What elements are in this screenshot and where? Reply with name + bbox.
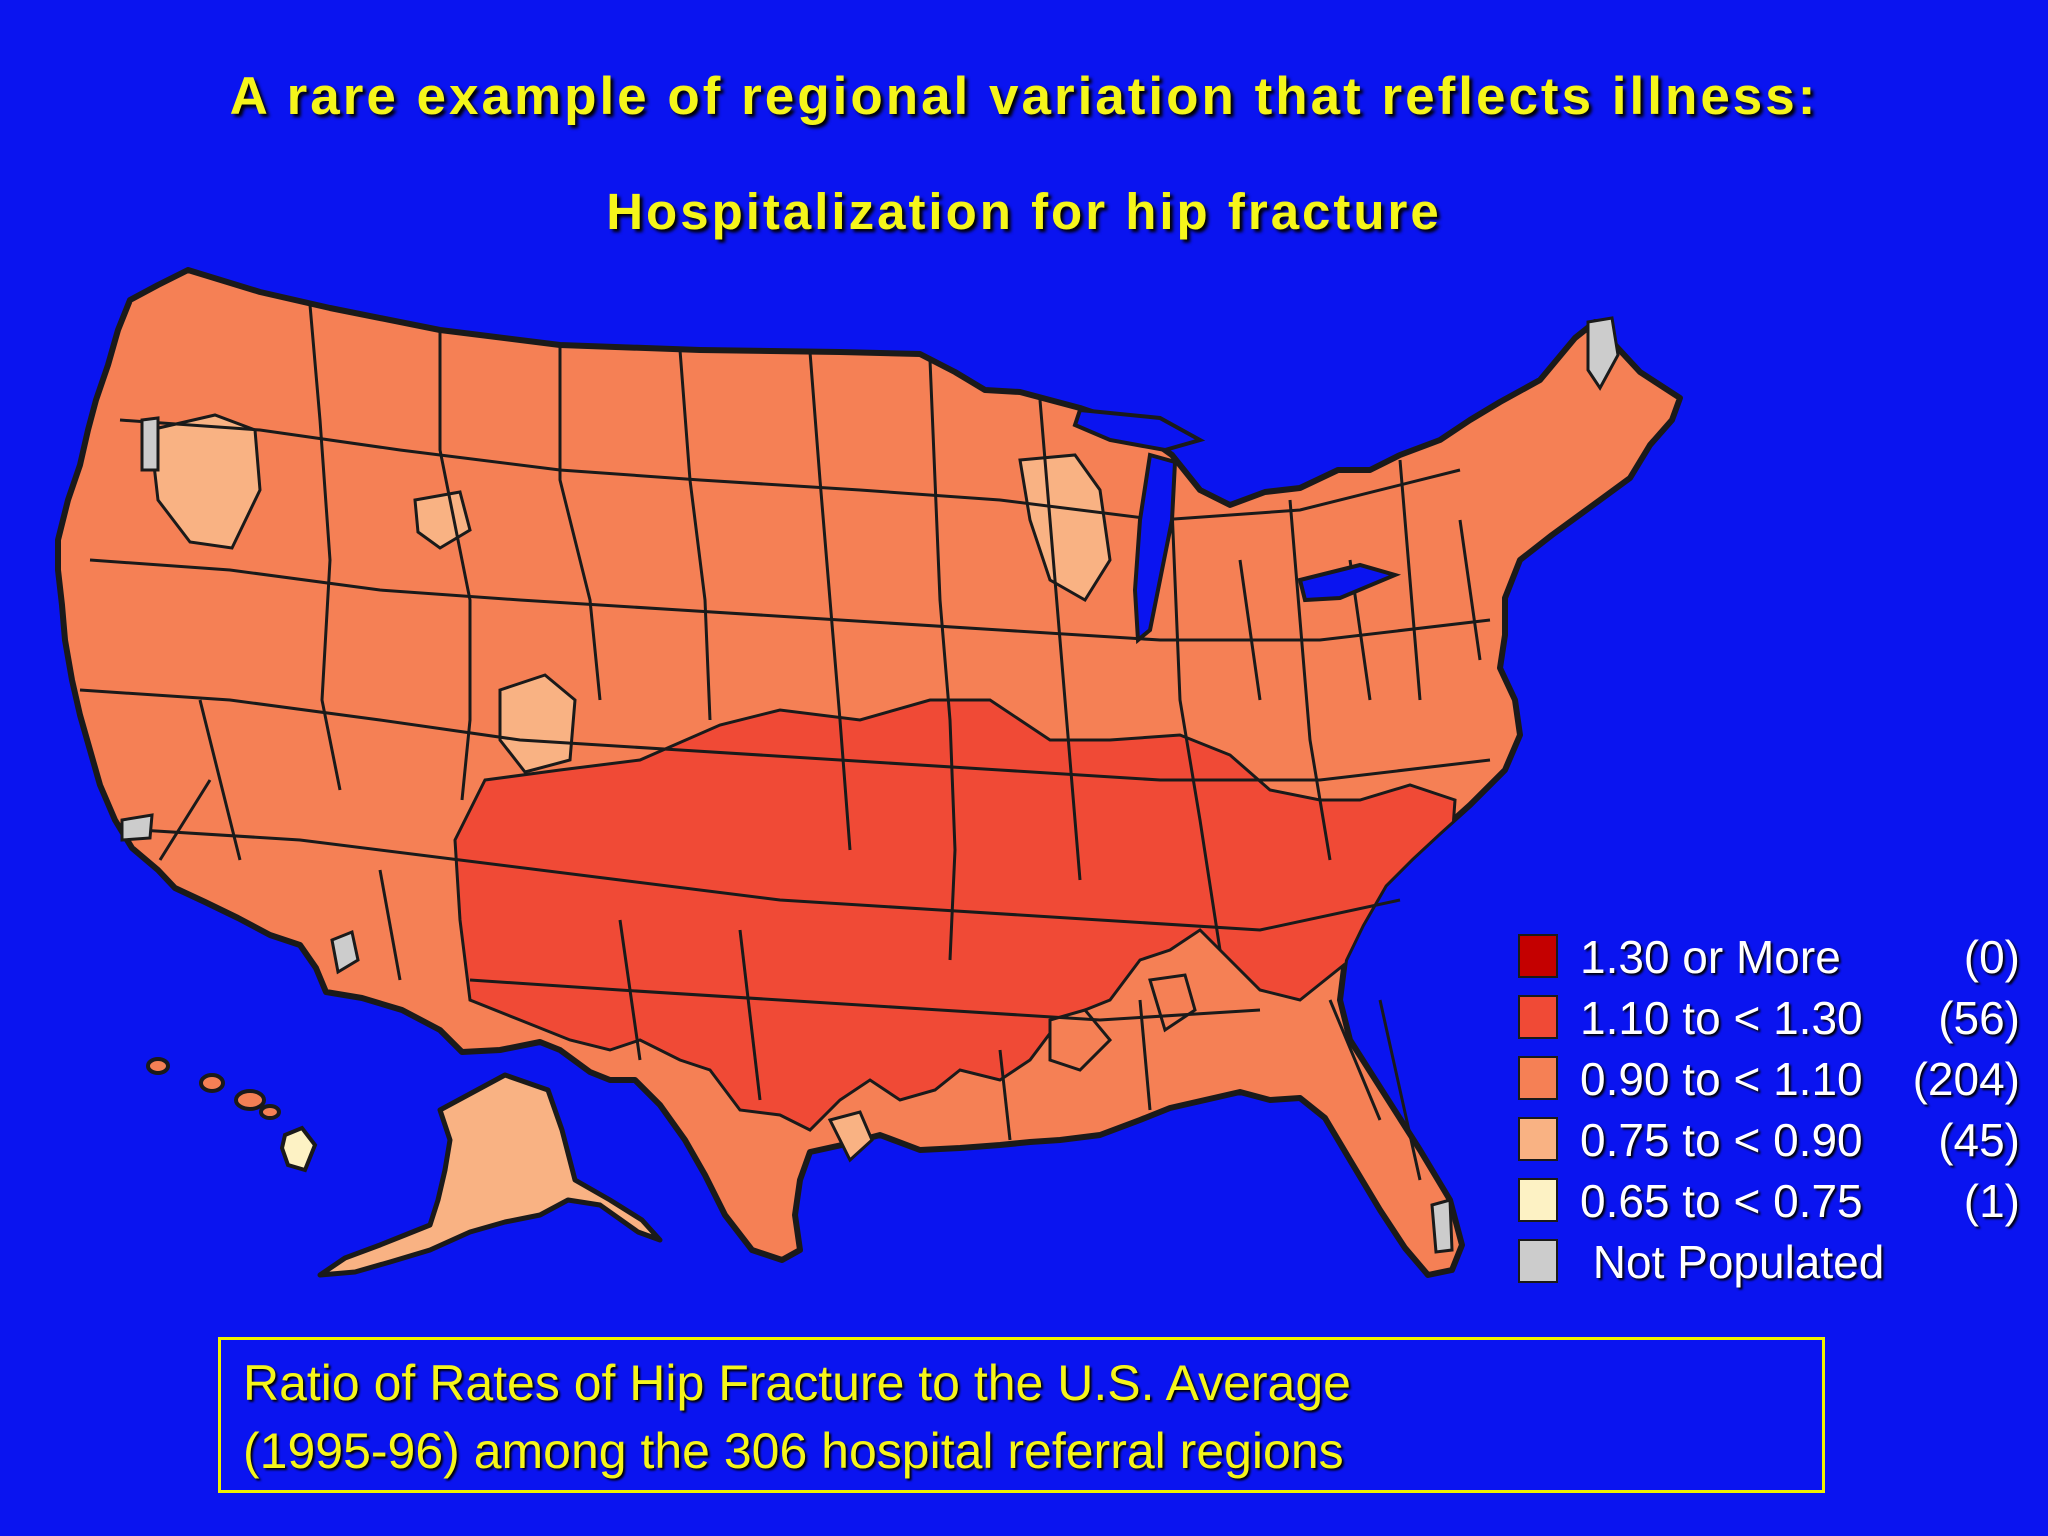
light-rate-region	[827, 1110, 874, 1163]
high-rate-region	[453, 698, 1457, 1132]
legend-count: (204)	[1912, 1053, 2020, 1105]
alaska	[317, 1072, 663, 1278]
region-boundaries	[79, 304, 1491, 1181]
map-legend: 1.30 or More (0) 1.10 to < 1.30 (56) 0.9…	[1518, 928, 2020, 1294]
great-lakes	[1072, 407, 1206, 453]
caption-line: Ratio of Rates of Hip Fracture to the U.…	[243, 1355, 1351, 1411]
legend-count: (1)	[1963, 1175, 2020, 1227]
not-populated-region	[120, 813, 154, 842]
legend-swatch	[1518, 1239, 1558, 1283]
legend-item: 0.65 to < 0.75 (1)	[1518, 1172, 2020, 1233]
not-populated-region	[140, 416, 160, 472]
light-rate-region	[148, 413, 262, 550]
great-lakes	[1132, 452, 1178, 645]
hawaii	[146, 1057, 318, 1173]
legend-item: 0.90 to < 1.10 (204)	[1518, 1050, 2020, 1111]
legend-item: 1.30 or More (0)	[1518, 928, 2020, 989]
not-populated-region	[330, 929, 360, 975]
legend-count: (0)	[1963, 931, 2020, 983]
caption-box: Ratio of Rates of Hip Fracture to the U.…	[218, 1337, 1825, 1493]
legend-count: (45)	[1938, 1114, 2020, 1166]
not-populated-region	[1430, 1198, 1454, 1254]
legend-swatch	[1518, 1056, 1558, 1100]
light-rate-region	[1018, 453, 1112, 603]
great-lakes	[1297, 562, 1402, 603]
slide-subtitle: Hospitalization for hip fracture	[606, 183, 1442, 240]
legend-item: 1.10 to < 1.30 (56)	[1518, 989, 2020, 1050]
legend-swatch	[1518, 934, 1558, 978]
not-populated-region	[1586, 316, 1620, 391]
legend-swatch	[1518, 995, 1558, 1039]
caption-line: (1995-96) among the 306 hospital referra…	[243, 1423, 1344, 1479]
legend-range: 1.30 or More	[1580, 931, 1841, 983]
legend-range: 0.65 to < 0.75	[1580, 1175, 1863, 1227]
legend-item: Not Populated	[1518, 1233, 2018, 1294]
light-rate-region	[498, 673, 577, 774]
legend-range: 0.90 to < 1.10	[1580, 1053, 1863, 1105]
legend-swatch	[1518, 1117, 1558, 1161]
legend-swatch	[1518, 1178, 1558, 1222]
legend-range: Not Populated	[1580, 1236, 1885, 1288]
legend-item: 0.75 to < 0.90 (45)	[1518, 1111, 2020, 1172]
legend-range: 1.10 to < 1.30	[1580, 992, 1863, 1044]
legend-count: (56)	[1938, 992, 2020, 1044]
slide-title: A rare example of regional variation tha…	[229, 67, 1819, 126]
legend-range: 0.75 to < 0.90	[1580, 1114, 1863, 1166]
